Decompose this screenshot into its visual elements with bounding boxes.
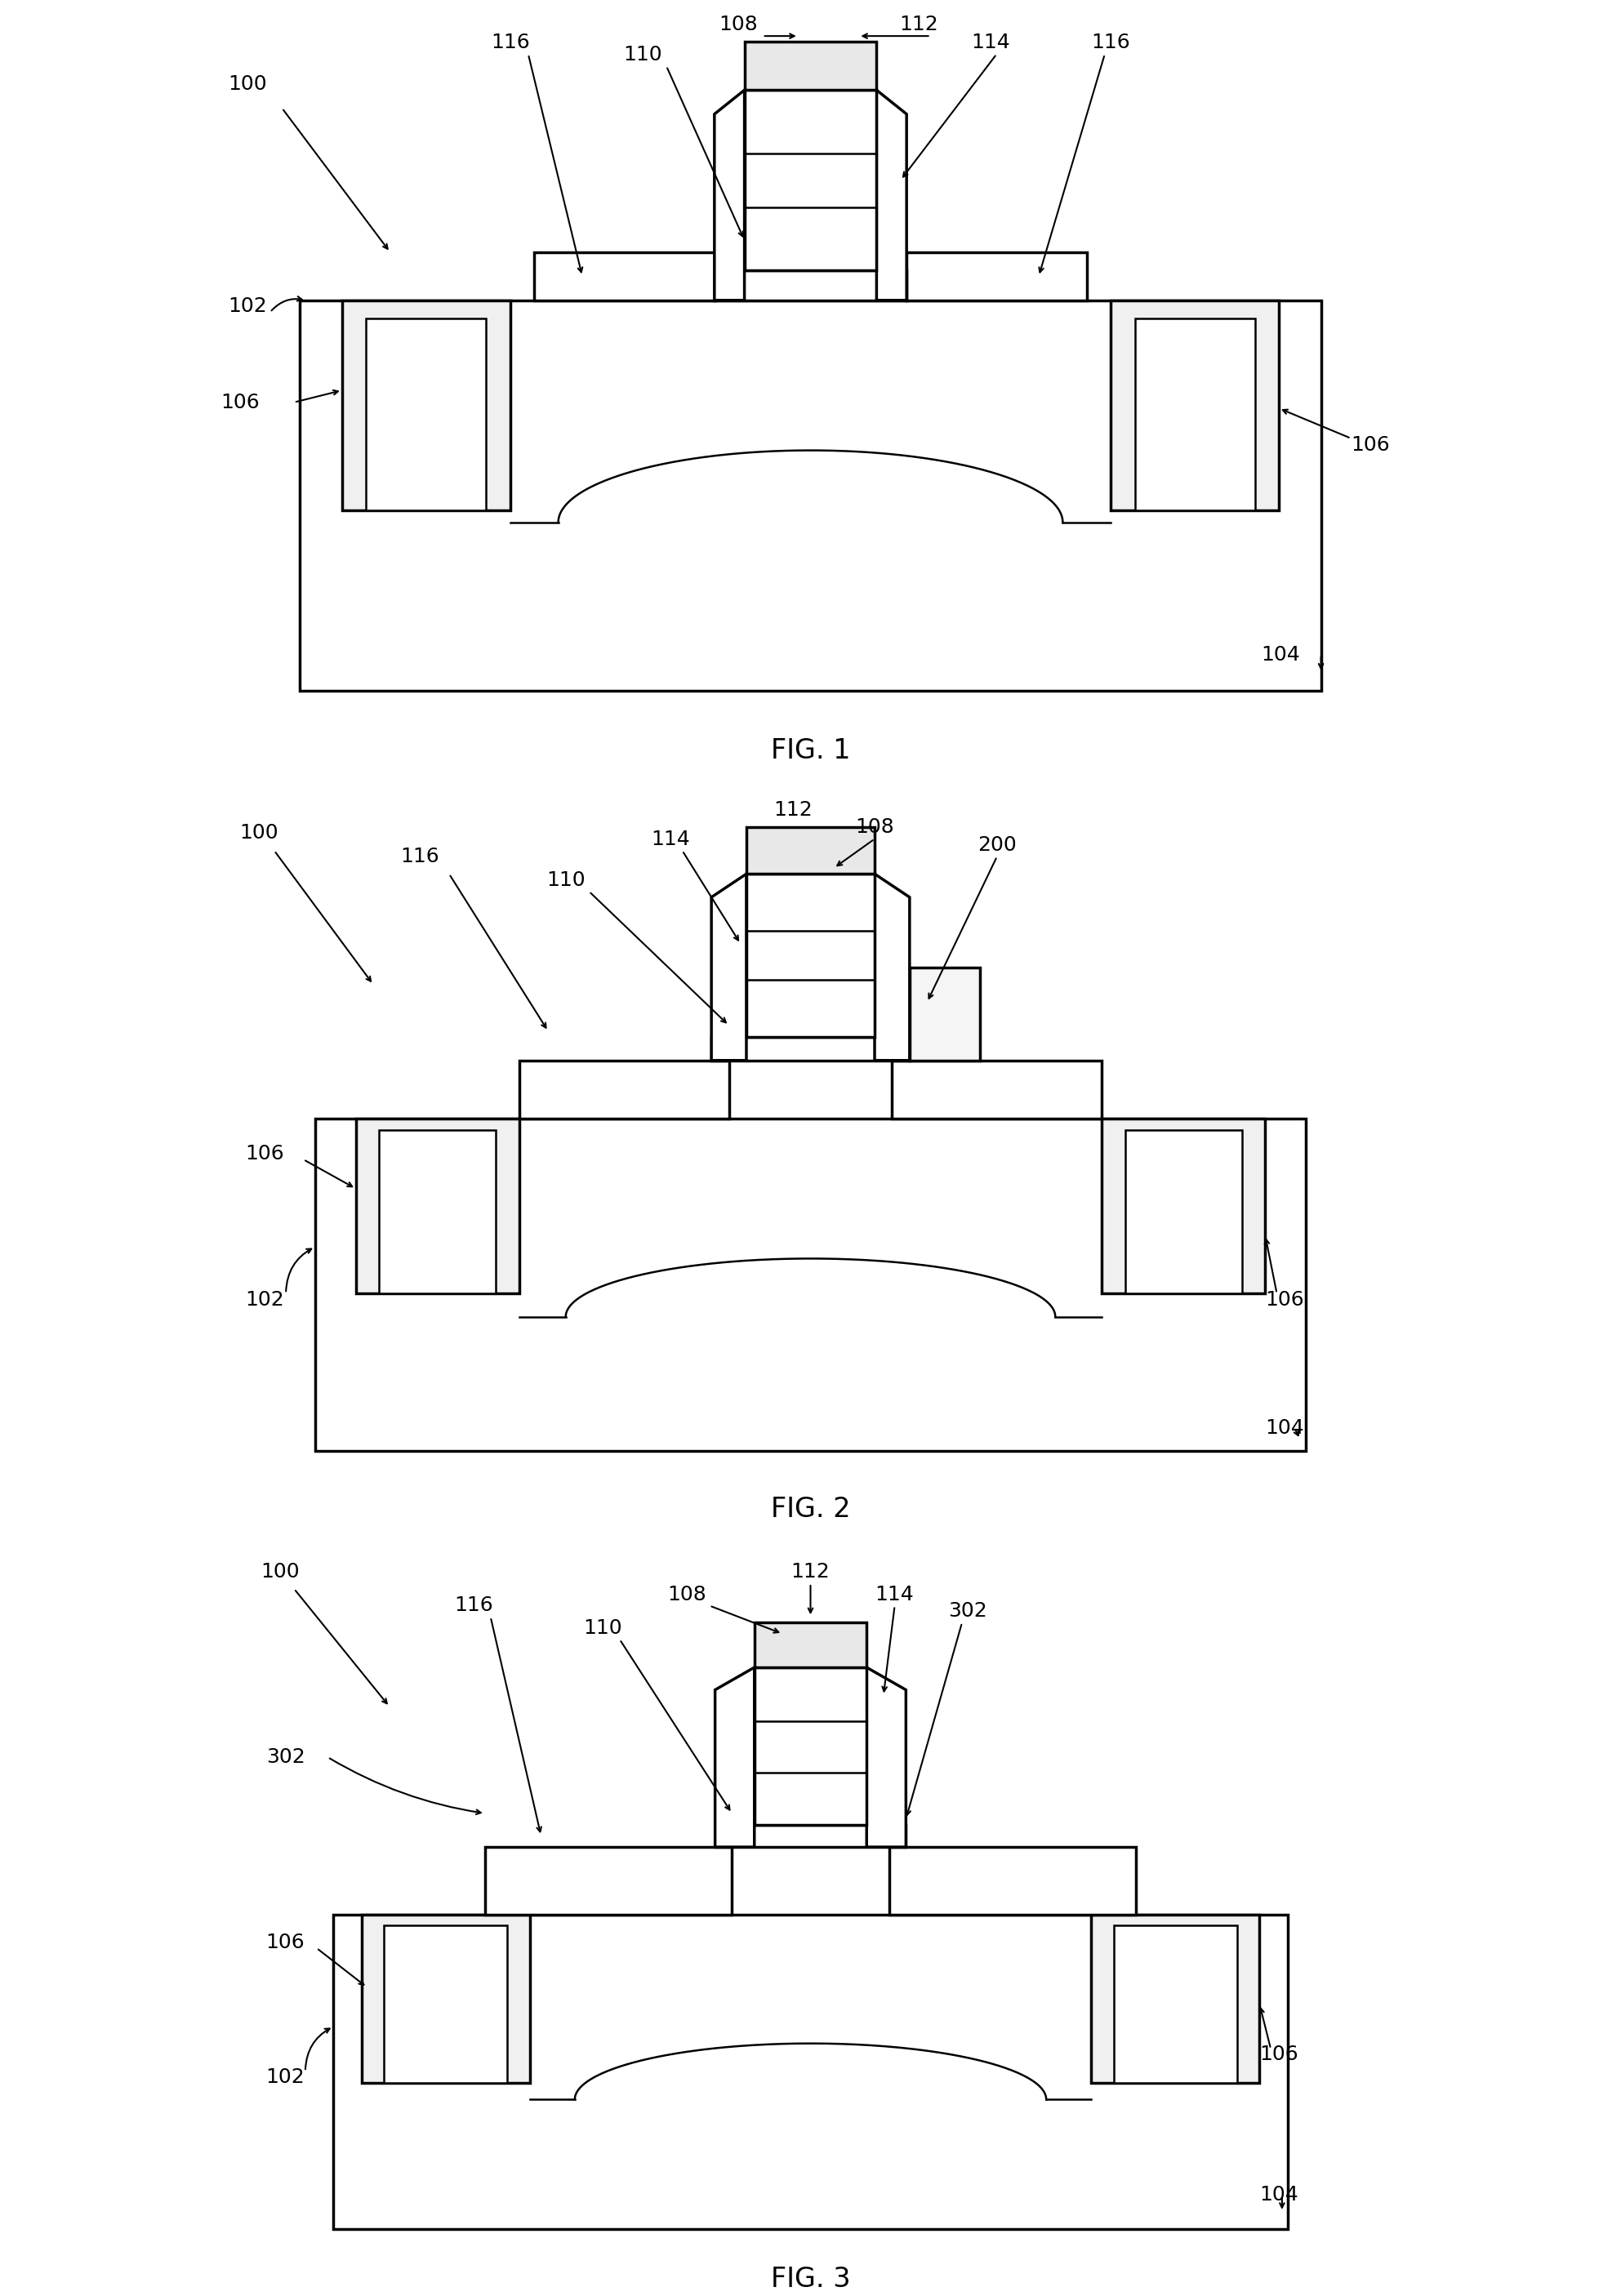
Text: 114: 114 [971,32,1010,53]
Bar [746,827,875,875]
Text: 200: 200 [977,836,1016,854]
Text: 108: 108 [720,14,759,34]
Text: 106: 106 [1264,1290,1305,1309]
Text: 100: 100 [229,73,267,94]
Bar [754,1623,867,1667]
Text: 104: 104 [1264,1419,1305,1437]
Polygon shape [715,1667,754,1846]
Text: FIG. 3: FIG. 3 [770,2266,851,2294]
Text: FIG. 2: FIG. 2 [770,1495,851,1522]
Bar [314,1118,1307,1451]
Bar [384,1926,507,2082]
Bar [1114,1926,1237,2082]
Text: 102: 102 [245,1290,284,1309]
Bar [366,319,486,510]
Text: 112: 112 [900,14,939,34]
Bar [334,1915,1287,2229]
Bar [888,1846,1136,1915]
Text: 108: 108 [856,817,895,838]
Text: 106: 106 [245,1143,284,1164]
Bar [754,1667,867,1825]
Bar [379,1130,496,1293]
Bar [892,1061,1102,1118]
Text: 110: 110 [584,1619,622,1637]
Bar [1135,319,1255,510]
Bar [909,967,979,1061]
Text: 114: 114 [875,1584,914,1605]
Bar [519,1061,729,1118]
Bar [1091,1915,1260,2082]
Text: 100: 100 [240,824,279,843]
Text: 104: 104 [1261,645,1300,664]
Text: 116: 116 [454,1596,493,1616]
Text: 112: 112 [791,1561,830,1582]
Text: 114: 114 [652,829,691,850]
Text: 106: 106 [1260,2046,1298,2064]
Bar [906,253,1086,301]
Bar [746,875,875,1038]
Text: 108: 108 [668,1584,707,1605]
Bar [715,1825,906,1846]
Text: 102: 102 [266,2066,305,2087]
Bar [1102,1118,1264,1293]
Text: 112: 112 [773,799,812,820]
Polygon shape [867,1667,906,1846]
Text: 100: 100 [261,1561,300,1582]
Bar [535,253,715,301]
Bar [342,301,511,510]
Bar [744,90,877,271]
Text: FIG. 1: FIG. 1 [770,737,851,765]
Bar [485,1846,733,1915]
Bar [712,1038,909,1061]
Text: 110: 110 [546,870,585,889]
Text: 104: 104 [1260,2186,1298,2204]
Text: 302: 302 [266,1747,305,1768]
Polygon shape [875,875,909,1061]
Text: 116: 116 [1091,32,1130,53]
Text: 302: 302 [948,1600,987,1621]
Text: 102: 102 [229,296,267,317]
Bar [715,271,906,301]
Bar [357,1118,519,1293]
Text: 106: 106 [266,1933,305,1952]
Text: 110: 110 [622,44,661,64]
Bar [300,301,1321,691]
Text: 106: 106 [1350,434,1391,455]
Text: 106: 106 [220,393,259,413]
Polygon shape [712,875,746,1061]
Bar [1110,301,1279,510]
Bar [1125,1130,1242,1293]
Polygon shape [877,90,906,301]
Bar [744,41,877,90]
Text: 116: 116 [400,847,439,866]
Bar [361,1915,530,2082]
Text: 116: 116 [491,32,530,53]
Polygon shape [715,90,744,301]
